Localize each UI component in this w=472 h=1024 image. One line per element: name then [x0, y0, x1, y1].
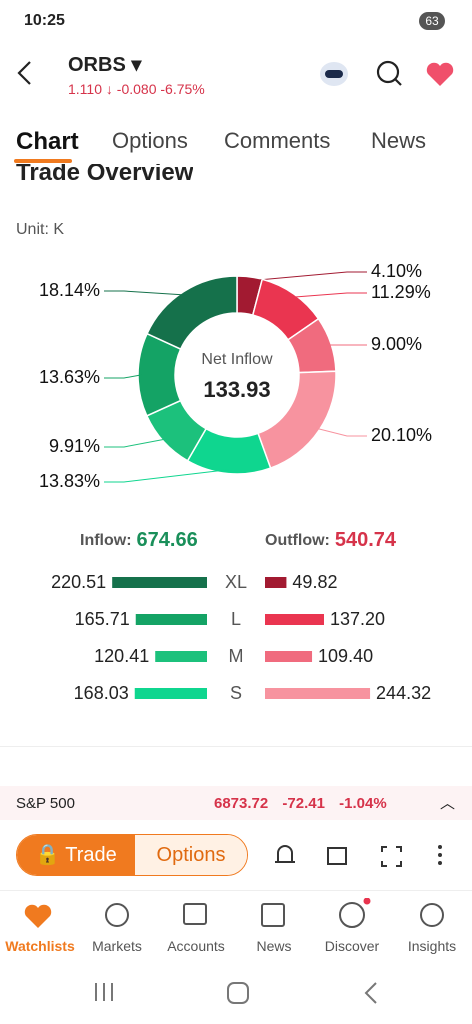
tab[interactable]: Comments: [224, 128, 331, 153]
ticker[interactable]: ORBS ▾: [68, 54, 142, 76]
outflow-bar: [265, 577, 287, 588]
system-nav: [95, 982, 377, 1004]
nav-item[interactable]: Discover: [324, 938, 380, 954]
inflow-bar: [134, 688, 207, 699]
action-group: 🔒 Trade Options: [16, 834, 248, 876]
size-label: XL: [225, 572, 247, 592]
fullscreen-icon[interactable]: [381, 846, 402, 867]
divider: [0, 746, 472, 747]
tab-indicator: [14, 159, 72, 163]
outflow-bar: [265, 651, 313, 662]
outflow-value: 49.82: [292, 572, 337, 592]
price: 1.110: [68, 81, 102, 97]
segment-label: 9.91%: [49, 436, 100, 456]
status-time: 10:25: [24, 12, 65, 29]
index-quote: 6873.72 -72.41 -1.04%: [214, 795, 387, 812]
index-price: 6873.72: [214, 795, 269, 812]
trade-button[interactable]: 🔒 Trade: [17, 835, 135, 875]
expand[interactable]: ︿: [440, 795, 456, 812]
nav-item[interactable]: News: [256, 938, 292, 954]
header-icons: [320, 60, 454, 86]
change-percent: -6.75%: [160, 81, 205, 97]
inflow-value: 674.66: [137, 529, 198, 551]
segment-label: 13.83%: [39, 471, 100, 491]
inflow-bar: [135, 614, 207, 625]
tab[interactable]: Options: [112, 128, 188, 153]
center-label: Net Inflow: [201, 351, 273, 368]
index-bar[interactable]: S&P 500 6873.72 -72.41 -1.04% ︿: [0, 786, 472, 820]
index-name: S&P 500: [16, 795, 75, 812]
more-icon[interactable]: [438, 861, 442, 865]
segment-label: 20.10%: [371, 425, 432, 445]
outflow-value: 540.74: [335, 529, 397, 551]
flow-chart: 4.10%11.29% 9.00% 20.10% 13.83% 9.91% 13.63% 1…: [39, 261, 432, 703]
outflow-value: 109.40: [318, 646, 373, 666]
battery: 63: [419, 12, 445, 30]
size-label: L: [231, 609, 241, 629]
tab[interactable]: Chart: [16, 128, 79, 155]
center-value: 133.93: [203, 377, 270, 402]
back-button[interactable]: [12, 58, 42, 88]
unit: Unit: K: [16, 221, 65, 238]
leader-line: [104, 438, 167, 448]
inflow-value: 168.03: [74, 683, 129, 703]
index-change: -72.41: [282, 795, 325, 812]
tab[interactable]: News: [371, 128, 427, 153]
outflow-bar: [265, 614, 324, 625]
outflow-label: Outflow:: [265, 532, 330, 549]
outflow-value: 244.32: [376, 683, 431, 703]
segment-label: 13.63%: [39, 367, 100, 387]
nav-item[interactable]: Watchlists: [5, 938, 75, 954]
inflow-value: 120.41: [94, 646, 149, 666]
segment-label: 9.00%: [371, 334, 422, 354]
trade-text: Trade: [65, 844, 117, 866]
inflow-value: 220.51: [51, 572, 106, 592]
leader-line: [291, 292, 367, 298]
share-icon[interactable]: [327, 847, 347, 865]
segment-label: 11.29%: [371, 282, 431, 302]
index-percent: -1.04%: [339, 795, 387, 812]
outflow-total: Outflow: 540.74: [265, 529, 397, 551]
options-button[interactable]: Options: [135, 835, 247, 875]
size-label: S: [230, 683, 242, 703]
toolbar-icons: [275, 845, 442, 867]
outflow-value: 137.20: [330, 609, 385, 629]
search-icon[interactable]: [376, 60, 400, 84]
leader-line: [315, 427, 367, 437]
leader-line: [104, 374, 143, 379]
segment-label: 4.10%: [371, 261, 422, 281]
quote: 1.110 ↓ -0.080 -6.75%: [68, 81, 205, 97]
nav-item[interactable]: Accounts: [167, 938, 225, 954]
section-title: Trade Overview: [16, 164, 194, 186]
inflow-value: 165.71: [75, 609, 130, 629]
divider: [0, 890, 472, 891]
nav-item[interactable]: Insights: [407, 938, 457, 954]
size-label: M: [229, 646, 244, 666]
favorite-icon[interactable]: [426, 62, 454, 86]
segment-label: 18.14%: [39, 280, 100, 300]
nav-icons: [24, 898, 444, 928]
inflow-total: Inflow: 674.66: [80, 529, 198, 551]
change: -0.080: [116, 81, 157, 97]
leader-line: [249, 271, 367, 282]
alert-icon[interactable]: [275, 845, 295, 863]
ticker-text: ORBS: [68, 54, 126, 76]
leader-line: [104, 469, 229, 483]
leader-line: [104, 290, 186, 296]
nav-item[interactable]: Markets: [92, 938, 142, 954]
inflow-bar: [112, 577, 207, 588]
inflow-bar: [155, 651, 207, 662]
donut-segment: [146, 275, 238, 351]
outflow-bar: [265, 688, 371, 699]
inflow-label: Inflow:: [80, 532, 132, 549]
